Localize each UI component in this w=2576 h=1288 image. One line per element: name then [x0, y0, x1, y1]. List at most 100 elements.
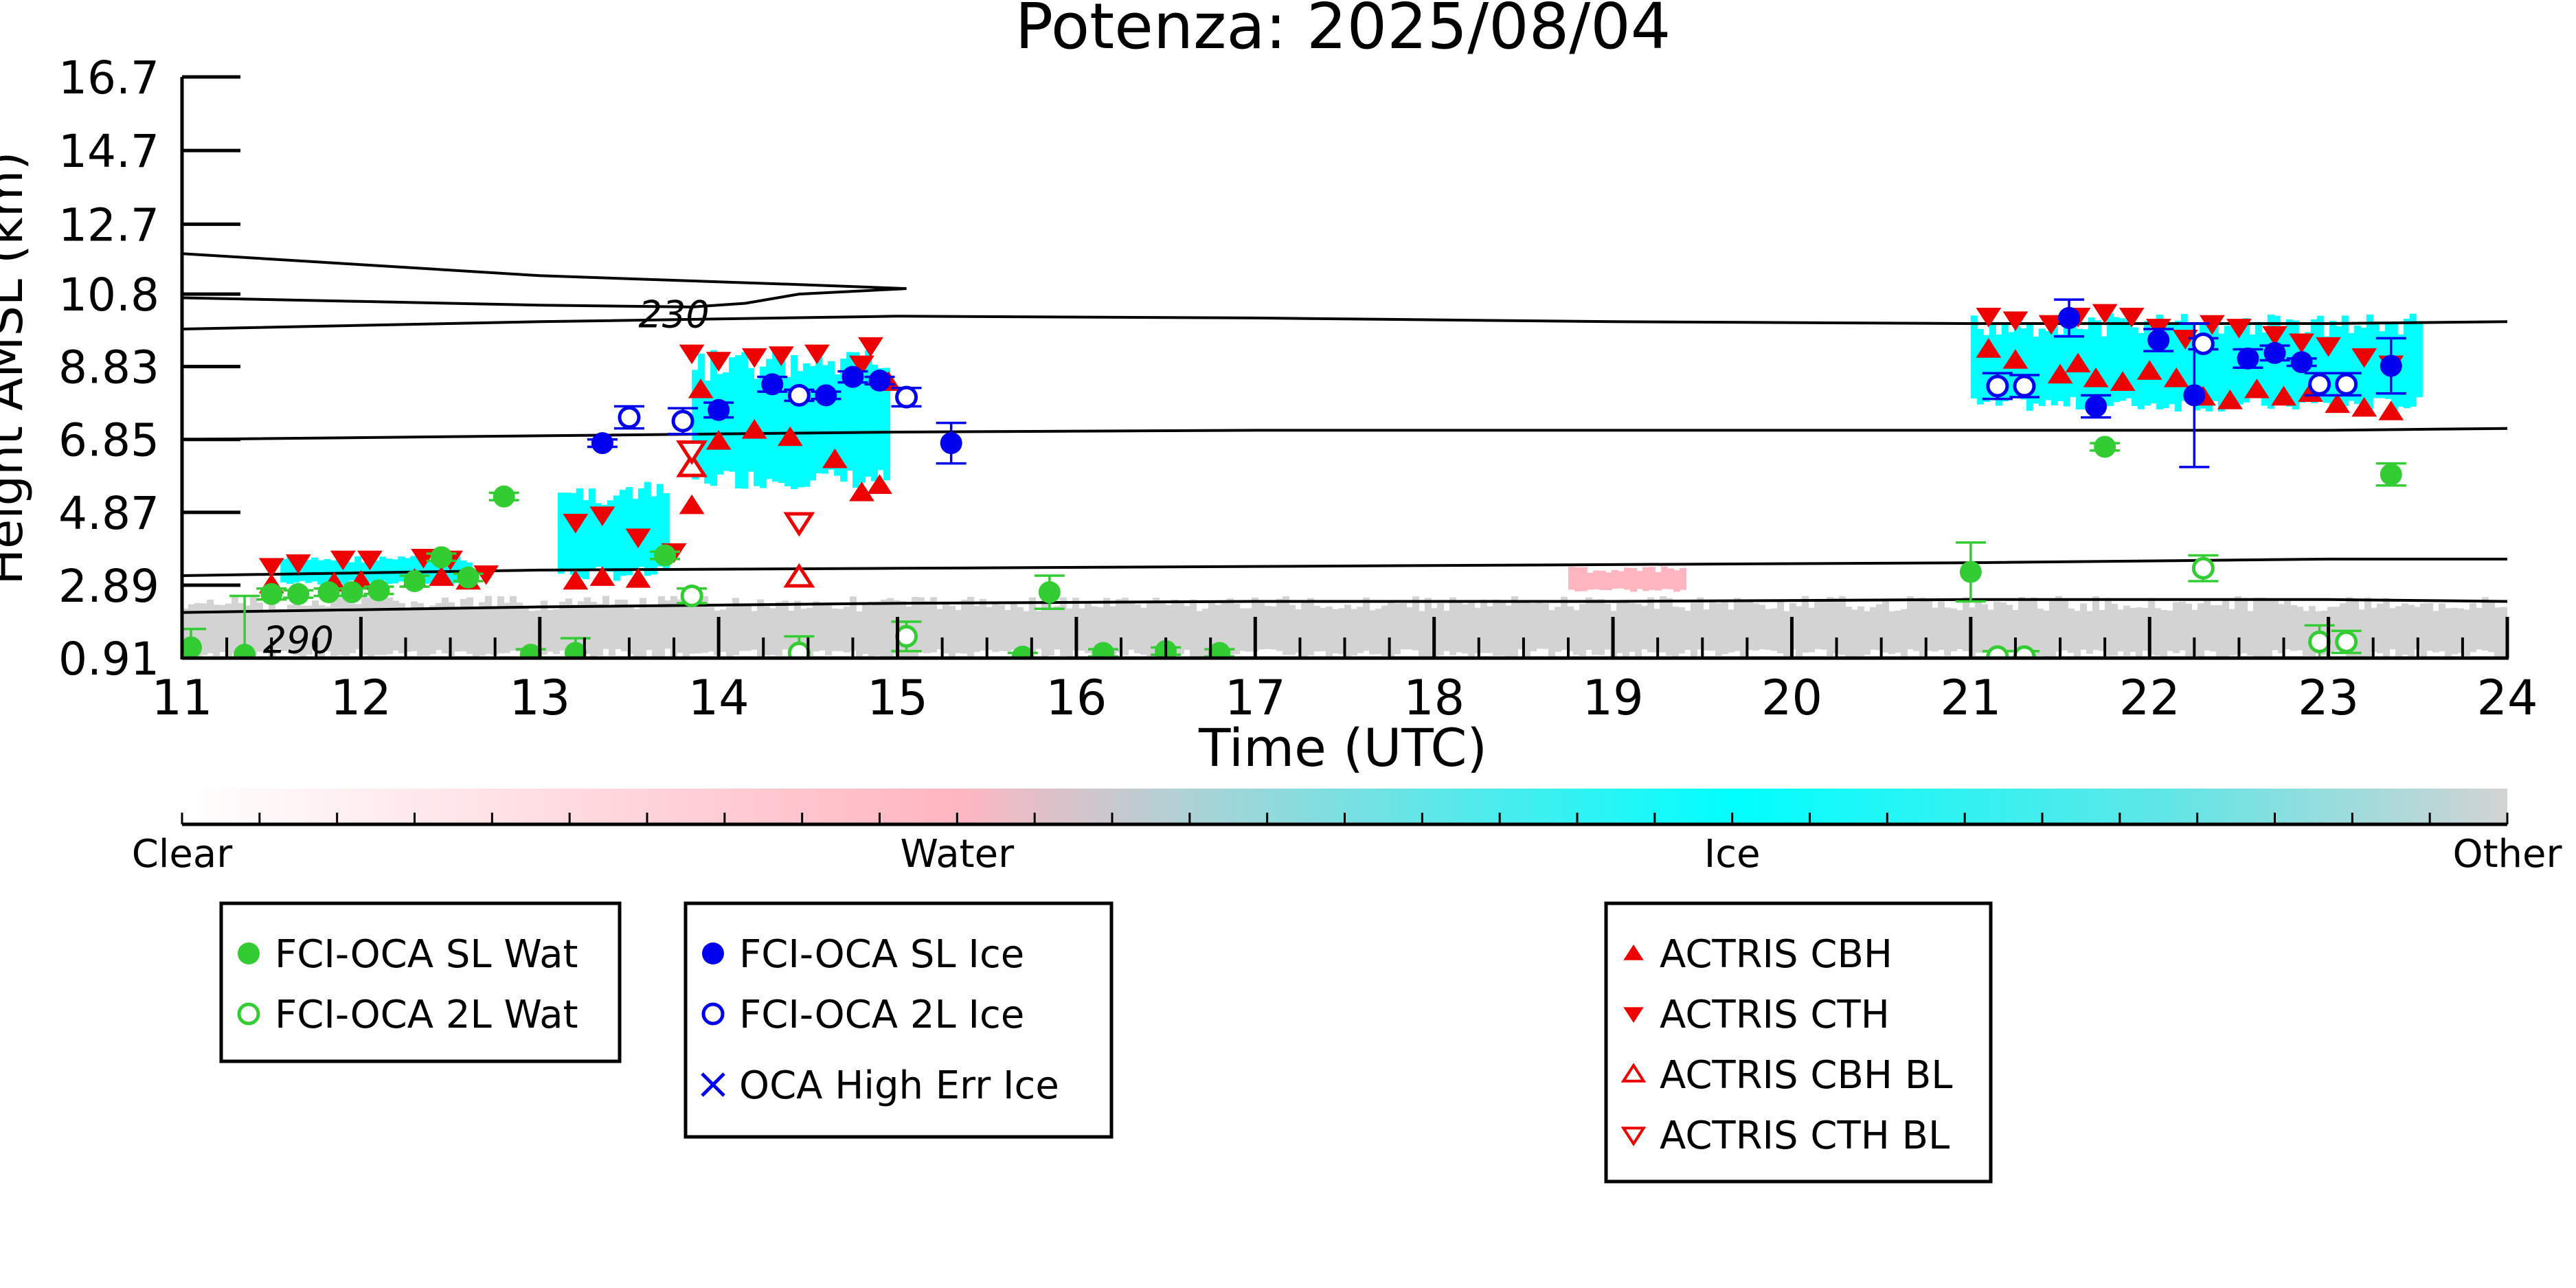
data-point [867, 474, 892, 494]
cloud-mask-column [881, 599, 888, 657]
temperature-contours [182, 252, 2507, 614]
cloud-mask-column [330, 596, 337, 656]
cloud-mask-column [877, 368, 885, 471]
cloud-mask-column [2063, 313, 2070, 407]
y-tick-label: 16.7 [58, 52, 159, 104]
cloud-mask-column [442, 597, 449, 654]
cloud-mask-column [1680, 568, 1686, 590]
cloud-mask-column [2205, 322, 2213, 411]
cloud-mask-column [1721, 599, 1728, 655]
cloud-mask-column [1289, 605, 1296, 655]
cloud-mask-column [2329, 321, 2336, 407]
cloud-mask-column [2372, 321, 2380, 398]
data-point [368, 579, 390, 602]
series-actris-cth [258, 304, 2404, 585]
cloud-mask-column [1116, 599, 1122, 653]
cloud-mask-column [850, 596, 857, 651]
data-point [429, 566, 454, 586]
plot-area [182, 252, 2507, 659]
cloud-mask-column [1684, 611, 1691, 650]
cloud-mask-column [225, 603, 232, 657]
cloud-mask-column [1605, 572, 1612, 591]
cloud-mask-column [1925, 598, 1932, 651]
cloud-mask-column [868, 602, 875, 657]
cloud-mask-column [2129, 608, 2136, 653]
cloud-mask-column [473, 607, 479, 658]
data-point [2002, 311, 2029, 331]
cloud-mask-column [1623, 600, 1629, 657]
data-point [2308, 372, 2331, 396]
data-point [2237, 347, 2259, 370]
cloud-mask-column [822, 365, 829, 474]
cloud-mask-column [1283, 596, 1289, 655]
cloud-mask-column [2061, 600, 2068, 651]
cloud-mask-column [410, 556, 418, 581]
cloud-mask-column [1876, 604, 1883, 651]
data-point [2289, 333, 2314, 354]
data-point [2092, 304, 2118, 324]
data-point [1208, 642, 1231, 659]
cloud-mask-column [324, 606, 331, 652]
cloud-mask-column [2112, 317, 2120, 403]
cloud-mask-column [1851, 609, 1858, 658]
cloud-mask-column [2377, 603, 2384, 653]
legend-frame [219, 901, 622, 1063]
cloud-mask-column [491, 607, 498, 655]
cloud-mask-column [2463, 609, 2470, 656]
cloud-mask-column [256, 602, 263, 652]
cloud-mask-column [1975, 598, 1982, 653]
cloud-mask-column [563, 493, 571, 569]
x-tick-label: 16 [1046, 670, 1107, 726]
colorbar-labels: Clear Water Ice Other [132, 832, 2563, 877]
cloud-mask-column [751, 611, 758, 650]
cloud-mask-column [1146, 600, 1153, 657]
data-point [680, 584, 703, 607]
legend-label: ACTRIS CBH BL [1660, 1053, 1952, 1098]
cloud-mask-column [1369, 610, 1376, 655]
y-tick-label: 6.85 [58, 414, 159, 467]
legend-marker [701, 1002, 725, 1026]
legend-box-2: FCI-OCA SL Ice FCI-OCA 2L Ice OCA High Err… [683, 901, 1114, 1139]
cloud-mask-column [766, 359, 773, 479]
cloud-mask-column [404, 558, 411, 584]
cloud-mask-column [528, 611, 535, 651]
cloud-mask-column [819, 605, 826, 651]
cloud-mask-column [348, 562, 356, 581]
cloud-mask-column [1691, 602, 1697, 658]
cloud-mask-column [1140, 607, 1147, 655]
cloud-mask-column [670, 596, 677, 658]
cloud-mask-column [1630, 568, 1637, 592]
cloud-mask-column [1004, 610, 1011, 652]
data-point [705, 430, 732, 450]
cloud-mask-column [448, 602, 455, 656]
cloud-mask-column [2137, 332, 2145, 409]
cloud-mask-column [2432, 611, 2439, 653]
cloud-mask-column [1480, 599, 1487, 653]
cloud-mask-column [1363, 597, 1370, 651]
cloud-mask-column [318, 605, 325, 657]
legend-item: ACTRIS CTH BL [1620, 1114, 1950, 1158]
cloud-mask-column [2476, 608, 2483, 650]
cloud-mask-column [2408, 605, 2415, 657]
data-point [341, 581, 363, 604]
cloud-mask-column [2199, 322, 2206, 409]
data-point [287, 583, 310, 605]
cloud-mask-column [2049, 600, 2056, 657]
cloud-mask-column [652, 606, 659, 658]
cloud-mask-column [961, 600, 968, 654]
cloud-mask-column [454, 608, 461, 652]
cloud-mask-column [275, 609, 282, 649]
data-point [1986, 374, 2009, 398]
data-point [1976, 338, 2002, 358]
data-point [679, 344, 705, 365]
cloud-mask-column [1122, 598, 1129, 655]
cloud-mask-column [2168, 322, 2176, 405]
y-axis-label: Height AMSL (km) [0, 152, 34, 585]
cloud-mask-column [955, 610, 962, 653]
cloud-mask-column [1585, 597, 1592, 651]
cloud-mask-layer [182, 313, 2507, 658]
cloud-mask-column [1581, 567, 1588, 591]
data-point [563, 569, 589, 590]
data-point [777, 426, 803, 447]
cloud-mask-column [1574, 567, 1581, 591]
